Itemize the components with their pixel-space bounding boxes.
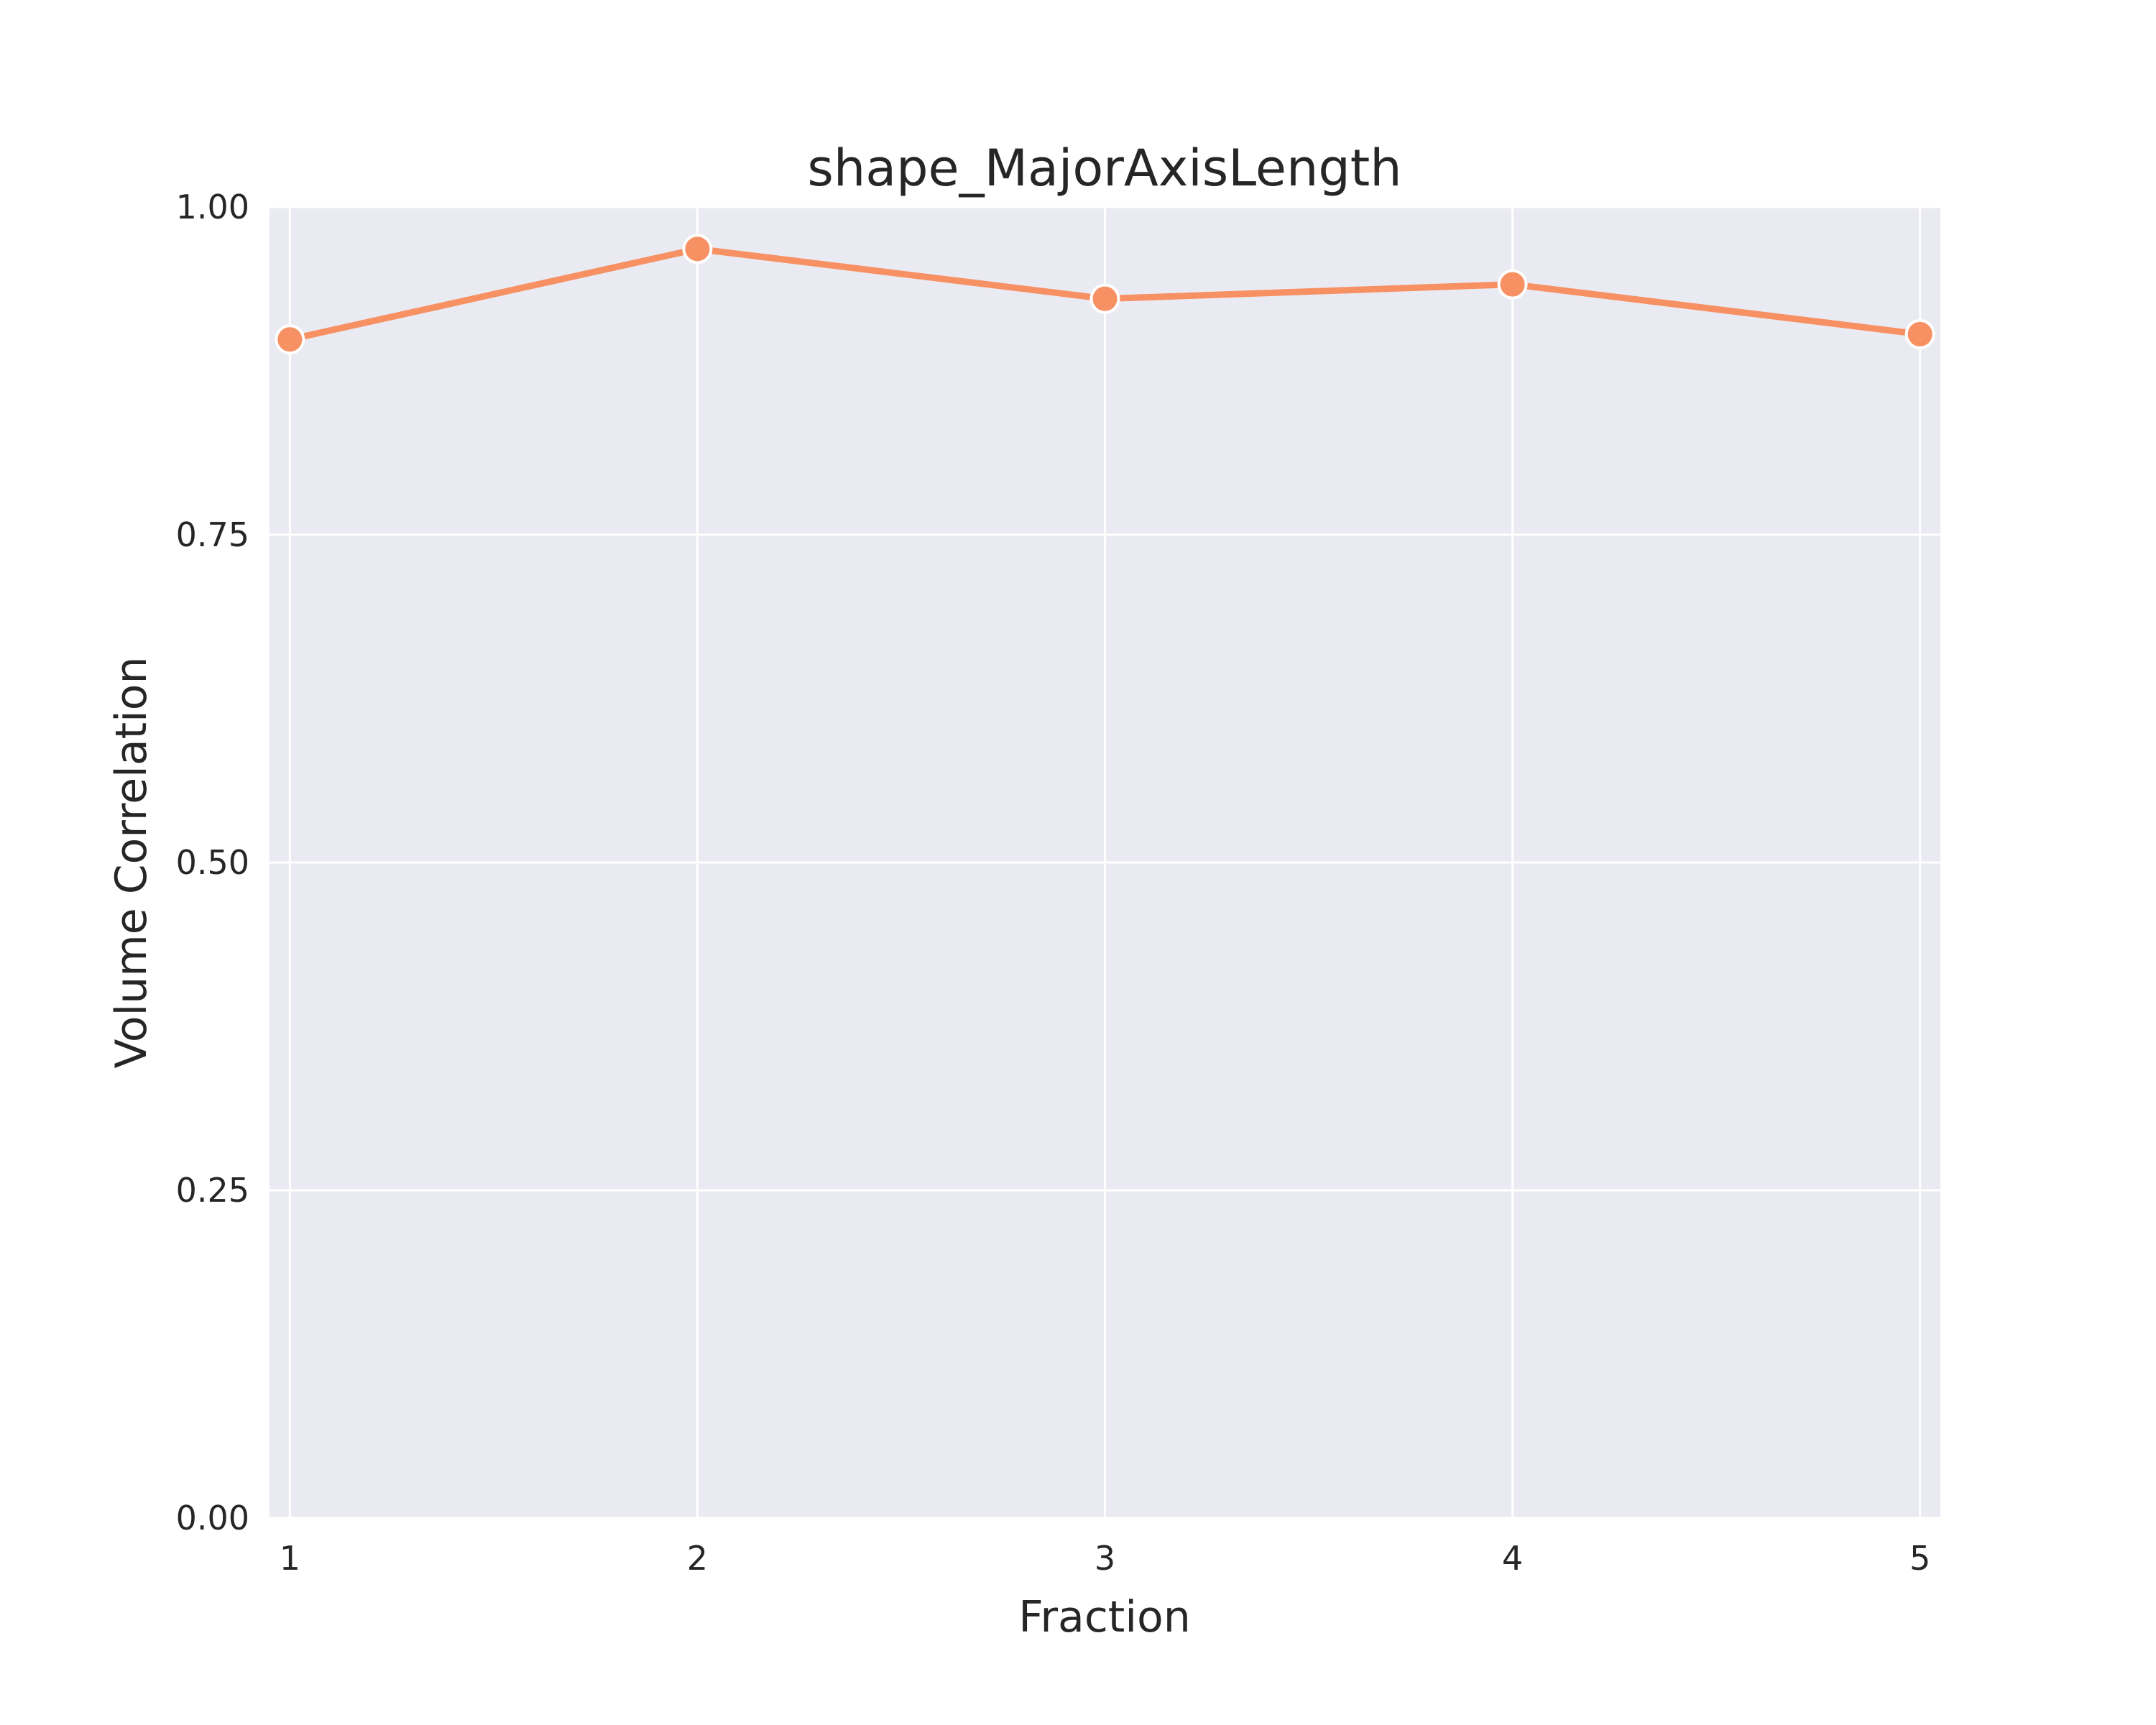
chart-title: shape_MajorAxisLength xyxy=(807,139,1401,198)
x-tick-label: 4 xyxy=(1502,1539,1523,1578)
data-point xyxy=(1497,269,1528,300)
y-tick-label: 0.00 xyxy=(176,1499,249,1537)
data-point xyxy=(682,234,713,264)
data-point xyxy=(1089,283,1120,314)
data-point xyxy=(275,324,305,355)
x-tick-label: 2 xyxy=(687,1539,708,1578)
series-layer xyxy=(275,234,1935,355)
x-tick-label: 1 xyxy=(280,1539,300,1578)
y-axis-label: Volume Correlation xyxy=(106,656,157,1068)
y-tick-label: 0.25 xyxy=(176,1171,249,1210)
x-tick-label: 5 xyxy=(1909,1539,1930,1578)
y-tick-label: 0.50 xyxy=(176,843,249,882)
y-tick-label: 1.00 xyxy=(176,188,249,226)
data-point xyxy=(1904,318,1935,349)
tick-labels: 0.00 0.25 0.50 0.75 1.00 1 2 3 4 5 xyxy=(176,188,1931,1578)
x-axis-label: Fraction xyxy=(1018,1592,1191,1642)
y-tick-label: 0.75 xyxy=(176,515,249,554)
x-tick-label: 3 xyxy=(1095,1539,1115,1578)
grid xyxy=(270,206,1940,1519)
